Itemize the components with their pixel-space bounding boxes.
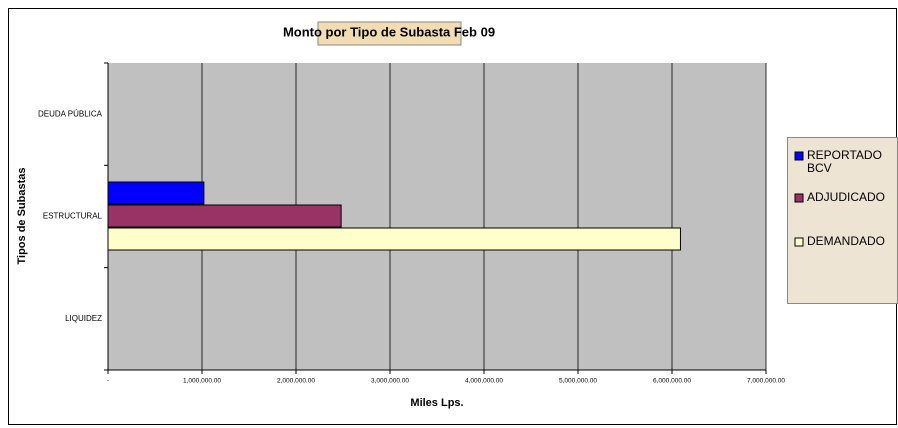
y-tick-label: LIQUIDEZ [65,314,102,323]
y-axis-title: Tipos de Subastas [16,168,28,265]
x-tick-label: 5,000,000.00 [559,378,597,385]
bar [107,227,681,251]
x-tick-label: 4,000,000.00 [465,378,503,385]
bar [107,204,342,228]
title-box [317,21,462,46]
legend-swatch [794,151,804,161]
legend [787,137,898,304]
legend-swatch [794,237,804,247]
x-tick-label: 7,000,000.00 [747,378,785,385]
x-tick-label: - [107,378,109,385]
x-tick-label: 1,000,000.00 [183,378,221,385]
legend-swatch [794,193,804,203]
x-axis-title: Miles Lps. [410,397,463,409]
x-tick-label: 3,000,000.00 [371,378,409,385]
bar [107,181,205,205]
chart-title: Monto por Tipo de Subasta Feb 09 [283,24,495,39]
y-tick-label: DEUDA PÚBLICA [38,109,103,118]
legend-label: DEMANDADO [807,234,885,248]
x-tick-label: 2,000,000.00 [277,378,315,385]
y-tick-label: ESTRUCTURAL [43,212,103,221]
legend-label: REPORTADO BCV [807,148,885,175]
x-tick-label: 6,000,000.00 [653,378,691,385]
legend-label: ADJUDICADO [807,190,885,204]
